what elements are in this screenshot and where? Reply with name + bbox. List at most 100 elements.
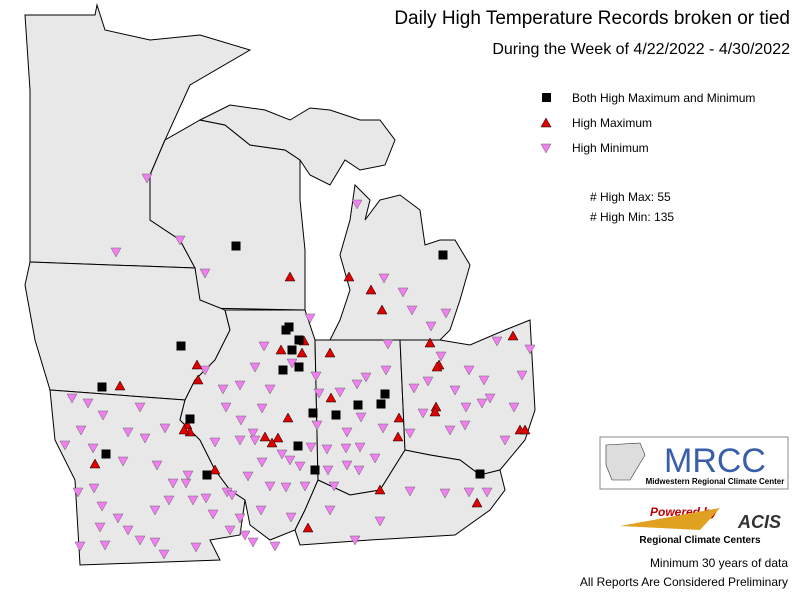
high-maximum-marker [392, 431, 404, 442]
high-minimum-marker [353, 465, 365, 476]
high-minimum-marker [351, 199, 363, 210]
high-minimum-marker [88, 483, 100, 494]
note: Minimum 30 years of data [650, 556, 788, 570]
high-minimum-marker [122, 525, 134, 536]
high-minimum-marker [139, 433, 151, 444]
high-maximum-marker [393, 412, 405, 423]
high-minimum-marker [117, 456, 129, 467]
legend-symbol [540, 117, 552, 128]
high-minimum-marker [299, 481, 311, 492]
high-maximum-marker [259, 431, 271, 442]
high-minimum-marker [460, 402, 472, 413]
high-minimum-marker [508, 402, 520, 413]
high-minimum-marker [235, 415, 247, 426]
high-minimum-marker [404, 428, 416, 439]
high-minimum-marker [408, 383, 420, 394]
high-maximum-marker [471, 497, 483, 508]
high-minimum-marker [200, 493, 212, 504]
both-records-marker [185, 414, 195, 424]
high-minimum-marker [439, 488, 451, 499]
high-minimum-marker [99, 540, 111, 551]
title: Daily High Temperature Records broken or… [394, 8, 790, 29]
high-maximum-marker [343, 271, 355, 282]
high-minimum-marker [209, 437, 221, 448]
high-minimum-marker [256, 457, 268, 468]
high-maximum-marker [209, 464, 221, 475]
high-minimum-marker [449, 385, 461, 396]
legend-label: High Maximum [572, 116, 652, 130]
high-minimum-marker [239, 530, 251, 541]
high-minimum-marker [355, 412, 367, 423]
high-minimum-marker [97, 410, 109, 421]
high-maximum-marker [191, 359, 203, 370]
high-minimum-marker [87, 443, 99, 454]
high-maximum-marker [284, 271, 296, 282]
high-minimum-marker [226, 490, 238, 501]
high-minimum-marker [182, 470, 194, 481]
high-minimum-marker [422, 376, 434, 387]
both-records-marker [202, 470, 212, 480]
high-minimum-marker [149, 537, 161, 548]
high-maximum-marker [282, 412, 294, 423]
high-minimum-marker [75, 425, 87, 436]
michigan-lower [329, 183, 471, 341]
markers [59, 173, 536, 560]
high-minimum-marker [112, 513, 124, 524]
high-minimum-marker [340, 443, 352, 454]
high-minimum-marker [377, 423, 389, 434]
high-minimum-marker [341, 427, 353, 438]
michigan-upper [198, 104, 396, 186]
high-minimum-marker [360, 372, 372, 383]
high-minimum-marker [249, 362, 261, 373]
high-minimum-marker [491, 336, 503, 347]
high-minimum-marker [207, 509, 219, 520]
high-maximum-marker [431, 361, 443, 372]
high-minimum-marker [110, 247, 122, 258]
high-minimum-marker [174, 235, 186, 246]
note: All Reports Are Considered Preliminary [580, 575, 788, 589]
high-minimum-marker [234, 380, 246, 391]
high-minimum-marker [82, 398, 94, 409]
high-minimum-marker [190, 542, 202, 553]
high-minimum-marker [374, 516, 386, 527]
high-minimum-marker [276, 449, 288, 460]
high-minimum-marker [256, 403, 268, 414]
high-minimum-marker [324, 505, 336, 516]
high-minimum-marker [72, 487, 84, 498]
high-minimum-marker [294, 461, 306, 472]
logo-name: MRCC [664, 442, 766, 480]
legend-label: Both High Maximum and Minimum [572, 91, 755, 105]
both-records-marker [294, 335, 304, 345]
high-minimum-marker [478, 375, 490, 386]
high-maximum-marker [192, 374, 204, 385]
high-maximum-marker [519, 424, 531, 435]
high-minimum-marker [435, 351, 447, 362]
states [24, 3, 536, 566]
both-records-marker [376, 399, 386, 409]
high-minimum-marker [481, 487, 493, 498]
high-minimum-marker [334, 387, 346, 398]
high-minimum-marker [264, 481, 276, 492]
both-records-marker [281, 325, 291, 335]
both-records-marker [294, 362, 304, 372]
high-maximum-marker [272, 432, 284, 443]
count-text: # High Min: 135 [590, 210, 674, 224]
both-records-marker [331, 410, 341, 420]
high-minimum-marker [304, 313, 316, 324]
high-minimum-marker [328, 481, 340, 492]
high-minimum-marker [380, 365, 392, 376]
high-minimum-marker [255, 505, 267, 516]
both-records-marker [438, 250, 448, 260]
kentucky [294, 449, 506, 546]
both-records-marker [231, 241, 241, 251]
high-minimum-marker [524, 344, 536, 355]
high-minimum-marker [159, 423, 171, 434]
high-maximum-marker [89, 458, 101, 469]
high-minimum-marker [459, 420, 471, 431]
both-records-marker [308, 408, 318, 418]
high-minimum-marker [187, 495, 199, 506]
high-maximum-marker [266, 437, 278, 448]
high-minimum-marker [158, 549, 170, 560]
high-minimum-marker [349, 535, 361, 546]
powered-swoosh [620, 508, 720, 530]
